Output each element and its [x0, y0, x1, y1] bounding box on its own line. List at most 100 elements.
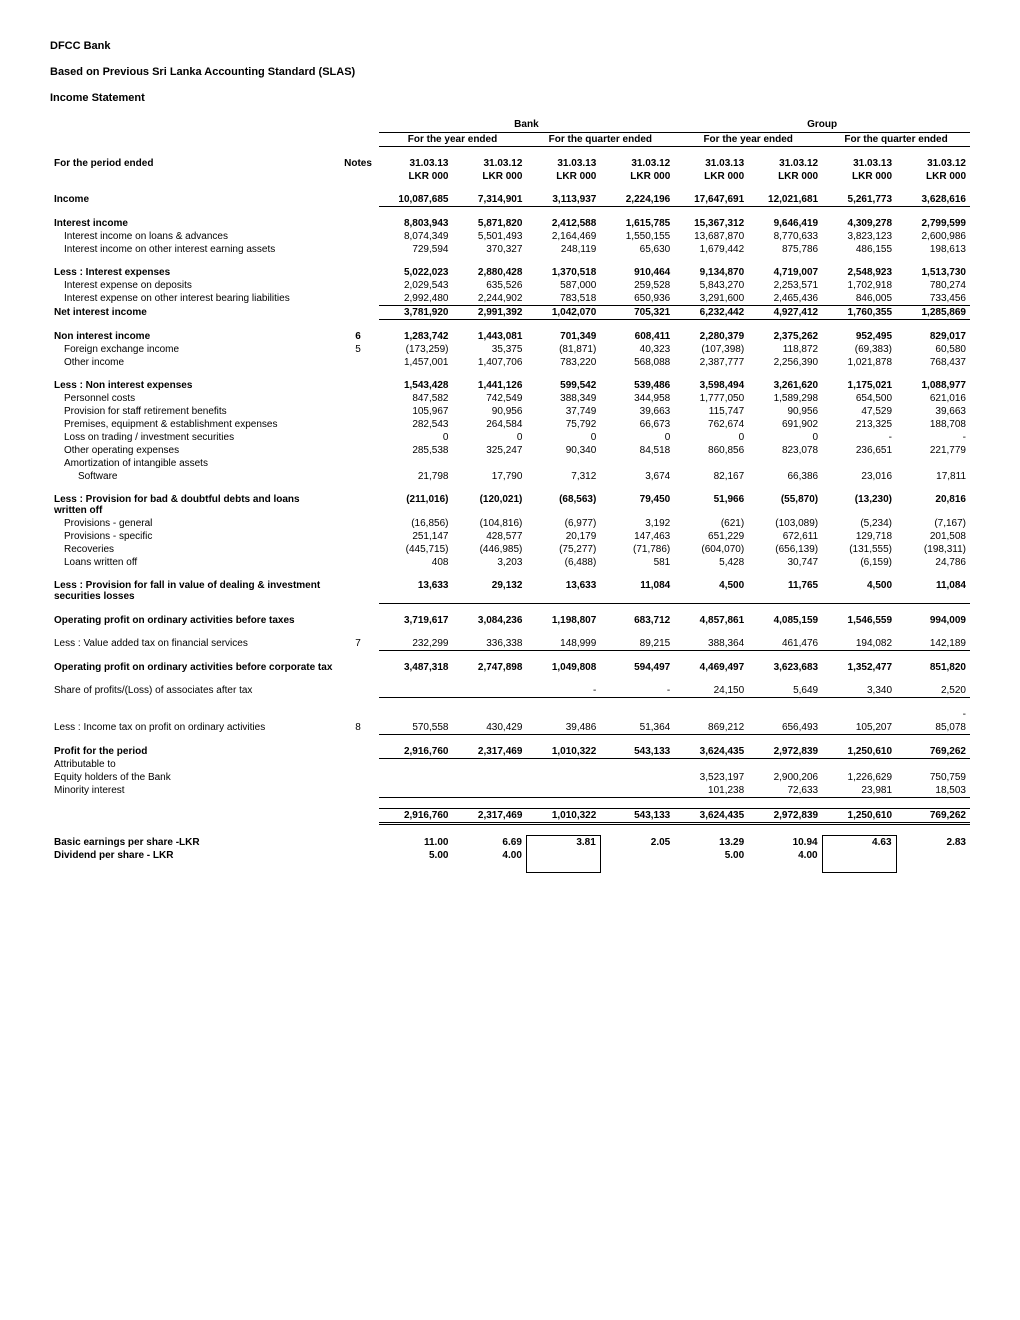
cell-value: 829,017: [896, 330, 970, 343]
row-note: [337, 745, 378, 759]
row-note: [337, 614, 378, 627]
cell-value: (71,786): [600, 543, 674, 556]
cell-value: 650,936: [600, 292, 674, 306]
cell-value: 115,747: [674, 405, 748, 418]
cell-value: 3,623,683: [748, 661, 822, 674]
cell-value: [526, 758, 600, 771]
cell-value: 408: [379, 556, 453, 569]
cell-value: 82,167: [674, 470, 748, 483]
cell-value: 733,456: [896, 292, 970, 306]
col-date: 31.03.12: [896, 157, 970, 170]
cell-value: 118,872: [748, 343, 822, 356]
row-note: [337, 771, 378, 784]
cell-value: 4.63: [822, 836, 896, 850]
cell-value: 3,084,236: [452, 614, 526, 627]
cell-value: 264,584: [452, 418, 526, 431]
cell-value: [452, 457, 526, 470]
cell-value: 769,262: [896, 745, 970, 759]
cell-value: 742,549: [452, 392, 526, 405]
group-quarter-header: For the quarter ended: [822, 133, 970, 147]
cell-value: 847,582: [379, 392, 453, 405]
cell-value: [822, 849, 896, 862]
row-label: Less : Non interest expenses: [50, 379, 337, 392]
row-note: [337, 292, 378, 306]
row-label: Interest expense on other interest beari…: [50, 292, 337, 306]
cell-value: 2,317,469: [452, 745, 526, 759]
cell-value: 4,500: [674, 579, 748, 603]
cell-value: 4.00: [748, 849, 822, 862]
col-date: 31.03.13: [822, 157, 896, 170]
cell-value: (107,398): [674, 343, 748, 356]
cell-value: -: [526, 684, 600, 698]
cell-value: 1,543,428: [379, 379, 453, 392]
cell-value: 4,500: [822, 579, 896, 603]
row-label: Recoveries: [50, 543, 337, 556]
cell-value: 2,600,986: [896, 230, 970, 243]
cell-value: (621): [674, 517, 748, 530]
cell-value: [600, 849, 674, 862]
cell-value: 780,274: [896, 279, 970, 292]
cell-value: 2,256,390: [748, 356, 822, 369]
cell-value: [674, 758, 748, 771]
cell-value: 188,708: [896, 418, 970, 431]
row-note: [337, 243, 378, 256]
cell-value: 20,816: [896, 493, 970, 517]
period-label: For the period ended: [50, 157, 337, 170]
cell-value: 89,215: [600, 637, 674, 651]
cell-value: 994,009: [896, 614, 970, 627]
cell-value: 6.69: [452, 836, 526, 850]
cell-value: 24,150: [674, 684, 748, 698]
cell-value: 90,956: [748, 405, 822, 418]
cell-value: (68,563): [526, 493, 600, 517]
cell-value: (446,985): [452, 543, 526, 556]
cell-value: 543,133: [600, 809, 674, 824]
cell-value: 2,280,379: [674, 330, 748, 343]
cell-value: 4,469,497: [674, 661, 748, 674]
cell-value: [526, 457, 600, 470]
cell-value: [452, 771, 526, 784]
cell-value: 8,803,943: [379, 217, 453, 230]
row-label: Interest income: [50, 217, 337, 230]
cell-value: 388,364: [674, 637, 748, 651]
cell-value: [452, 708, 526, 721]
cell-value: 23,016: [822, 470, 896, 483]
cell-value: (6,159): [822, 556, 896, 569]
row-note: [337, 392, 378, 405]
cell-value: 2,412,588: [526, 217, 600, 230]
cell-value: 2,972,839: [748, 745, 822, 759]
col-date: 31.03.12: [600, 157, 674, 170]
cell-value: 17,790: [452, 470, 526, 483]
row-label: Less : Value added tax on financial serv…: [50, 637, 337, 651]
row-note: [337, 444, 378, 457]
income-statement-table: Bank Group For the year ended For the qu…: [50, 118, 970, 873]
row-label: Income: [50, 193, 337, 207]
cell-value: (6,488): [526, 556, 600, 569]
row-note: [337, 457, 378, 470]
cell-value: 5,649: [748, 684, 822, 698]
cell-value: (604,070): [674, 543, 748, 556]
cell-value: 1,283,742: [379, 330, 453, 343]
cell-value: (81,871): [526, 343, 600, 356]
cell-value: 1,589,298: [748, 392, 822, 405]
col-unit: LKR 000: [379, 170, 453, 183]
cell-value: 17,647,691: [674, 193, 748, 207]
row-label: [50, 708, 337, 721]
cell-value: 1,546,559: [822, 614, 896, 627]
row-label: [50, 809, 337, 824]
cell-value: 11,765: [748, 579, 822, 603]
row-label: Basic earnings per share -LKR: [50, 836, 337, 850]
cell-value: 5.00: [674, 849, 748, 862]
cell-value: (5,234): [822, 517, 896, 530]
row-note: 5: [337, 343, 378, 356]
cell-value: [379, 708, 453, 721]
cell-value: [674, 457, 748, 470]
cell-value: 594,497: [600, 661, 674, 674]
cell-value: 1,760,355: [822, 306, 896, 320]
cell-value: 13.29: [674, 836, 748, 850]
cell-value: 39,486: [526, 721, 600, 735]
row-note: 7: [337, 637, 378, 651]
cell-value: 336,338: [452, 637, 526, 651]
col-date: 31.03.13: [379, 157, 453, 170]
cell-value: 1,285,869: [896, 306, 970, 320]
cell-value: (656,139): [748, 543, 822, 556]
